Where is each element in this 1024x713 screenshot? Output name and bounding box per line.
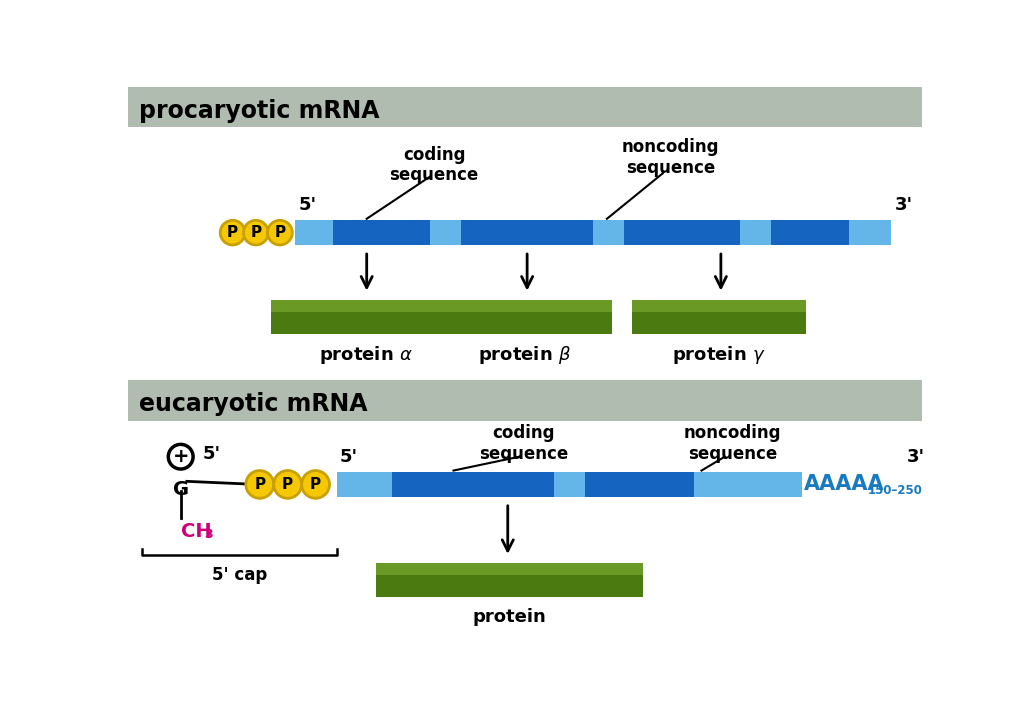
Text: 5': 5' xyxy=(203,445,220,463)
Bar xyxy=(271,299,461,312)
Bar xyxy=(337,472,802,497)
Bar xyxy=(632,299,806,334)
Bar xyxy=(128,87,922,127)
Circle shape xyxy=(246,471,273,498)
Text: P: P xyxy=(282,477,293,492)
Circle shape xyxy=(267,220,292,245)
Text: 5': 5' xyxy=(299,196,316,214)
Bar xyxy=(554,472,586,497)
Text: +: + xyxy=(172,447,189,466)
Text: 5': 5' xyxy=(340,448,358,466)
Bar xyxy=(376,563,643,597)
Text: 3': 3' xyxy=(895,196,913,214)
Text: P: P xyxy=(310,477,322,492)
Circle shape xyxy=(302,471,330,498)
Bar xyxy=(430,220,461,245)
Circle shape xyxy=(273,471,302,498)
Text: protein $\beta$: protein $\beta$ xyxy=(478,344,571,366)
Text: G: G xyxy=(173,480,188,499)
Bar xyxy=(593,220,624,245)
Text: 5' cap: 5' cap xyxy=(212,566,267,584)
Text: procaryotic mRNA: procaryotic mRNA xyxy=(139,99,379,123)
Bar xyxy=(849,220,891,245)
Text: protein $\gamma$: protein $\gamma$ xyxy=(672,344,765,366)
Text: P: P xyxy=(274,225,286,240)
Bar xyxy=(438,299,612,312)
Text: P: P xyxy=(227,225,239,240)
Text: coding
sequence: coding sequence xyxy=(478,424,568,463)
Bar xyxy=(740,220,771,245)
Bar xyxy=(271,299,461,334)
Text: P: P xyxy=(250,225,261,240)
Text: protein $\alpha$: protein $\alpha$ xyxy=(319,344,413,366)
Bar xyxy=(337,472,391,497)
Bar xyxy=(632,299,806,312)
Text: noncoding
sequence: noncoding sequence xyxy=(622,138,719,177)
Circle shape xyxy=(244,220,268,245)
Bar xyxy=(438,299,612,334)
Bar xyxy=(128,381,922,421)
Text: coding
sequence: coding sequence xyxy=(389,145,479,185)
Bar xyxy=(693,472,802,497)
Bar xyxy=(295,220,891,245)
Text: CH: CH xyxy=(180,522,211,541)
Text: noncoding
sequence: noncoding sequence xyxy=(684,424,781,463)
Text: 3: 3 xyxy=(204,528,213,541)
Text: eucaryotic mRNA: eucaryotic mRNA xyxy=(139,392,368,416)
Circle shape xyxy=(168,444,194,469)
Text: 3': 3' xyxy=(907,448,925,466)
Bar xyxy=(376,563,643,575)
Text: AAAAA: AAAAA xyxy=(804,474,885,494)
Text: 150–250: 150–250 xyxy=(867,484,923,497)
Text: P: P xyxy=(254,477,265,492)
Bar xyxy=(295,220,334,245)
Circle shape xyxy=(220,220,245,245)
Text: protein: protein xyxy=(472,607,546,625)
